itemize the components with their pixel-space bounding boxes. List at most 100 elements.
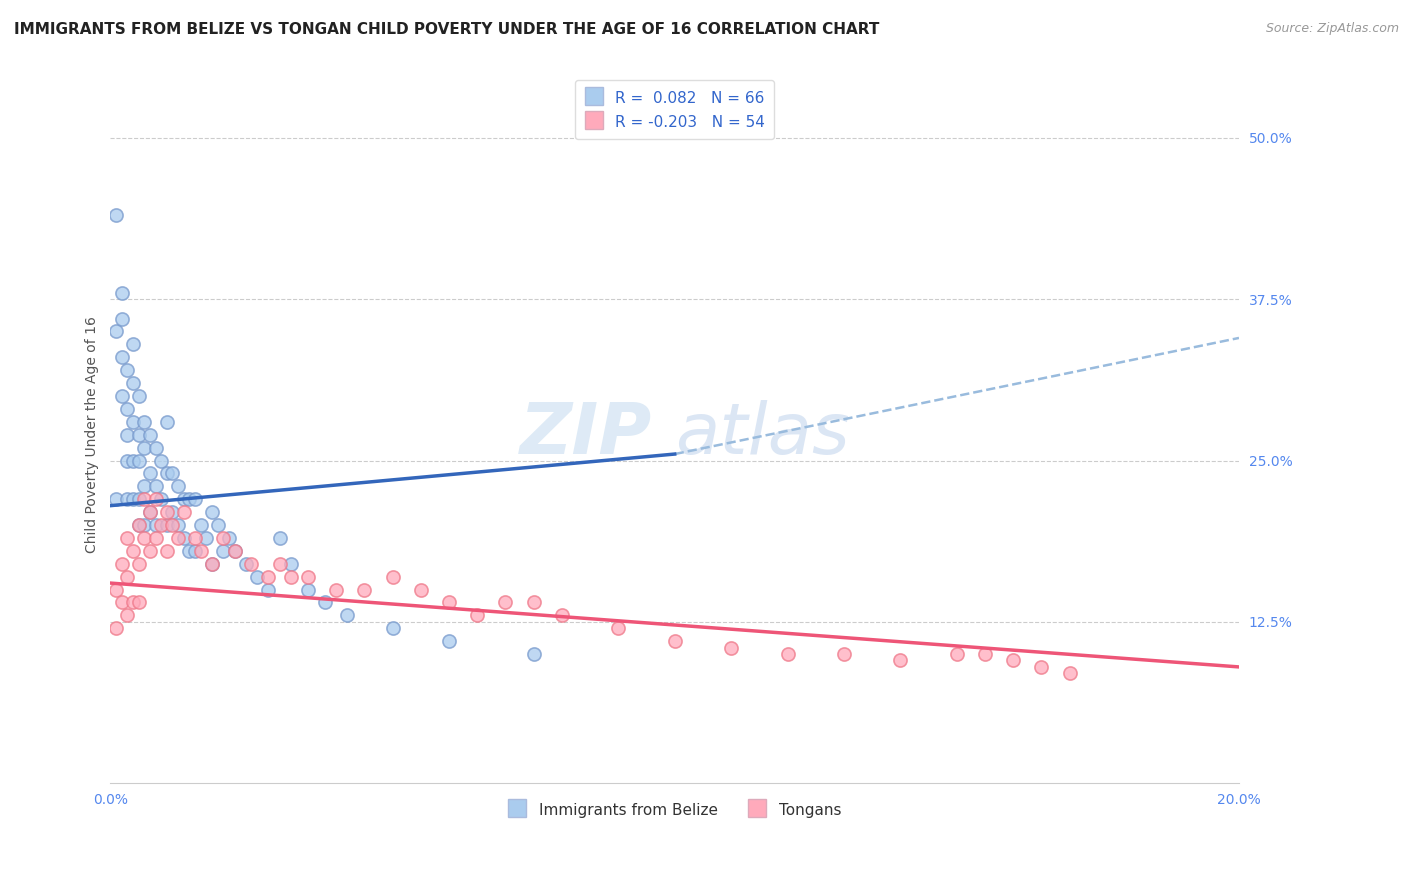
- Point: [314, 595, 336, 609]
- Point: [832, 647, 855, 661]
- Point: [280, 557, 302, 571]
- Point: [889, 653, 911, 667]
- Point: [173, 505, 195, 519]
- Point: [1059, 666, 1081, 681]
- Text: atlas: atlas: [675, 401, 849, 469]
- Point: [190, 518, 212, 533]
- Point: [111, 389, 134, 403]
- Point: [128, 492, 150, 507]
- Point: [117, 492, 139, 507]
- Point: [134, 479, 156, 493]
- Point: [111, 285, 134, 300]
- Point: [117, 569, 139, 583]
- Point: [117, 401, 139, 416]
- Point: [117, 531, 139, 545]
- Point: [551, 608, 574, 623]
- Text: IMMIGRANTS FROM BELIZE VS TONGAN CHILD POVERTY UNDER THE AGE OF 16 CORRELATION C: IMMIGRANTS FROM BELIZE VS TONGAN CHILD P…: [14, 22, 879, 37]
- Point: [111, 311, 134, 326]
- Legend: Immigrants from Belize, Tongans: Immigrants from Belize, Tongans: [502, 796, 848, 824]
- Point: [128, 453, 150, 467]
- Point: [145, 479, 167, 493]
- Point: [257, 582, 280, 597]
- Point: [128, 389, 150, 403]
- Point: [235, 557, 257, 571]
- Point: [409, 582, 432, 597]
- Point: [150, 518, 173, 533]
- Point: [173, 492, 195, 507]
- Point: [105, 492, 128, 507]
- Point: [218, 531, 240, 545]
- Point: [179, 492, 201, 507]
- Point: [156, 544, 179, 558]
- Point: [134, 531, 156, 545]
- Point: [122, 376, 145, 390]
- Point: [145, 441, 167, 455]
- Point: [128, 518, 150, 533]
- Point: [145, 531, 167, 545]
- Point: [336, 608, 359, 623]
- Point: [145, 492, 167, 507]
- Point: [523, 647, 546, 661]
- Point: [184, 544, 207, 558]
- Point: [195, 531, 218, 545]
- Point: [381, 621, 404, 635]
- Point: [128, 427, 150, 442]
- Point: [134, 415, 156, 429]
- Point: [150, 453, 173, 467]
- Point: [465, 608, 488, 623]
- Point: [173, 531, 195, 545]
- Text: Source: ZipAtlas.com: Source: ZipAtlas.com: [1265, 22, 1399, 36]
- Point: [162, 505, 184, 519]
- Text: ZIP: ZIP: [520, 401, 652, 469]
- Point: [139, 544, 162, 558]
- Point: [122, 415, 145, 429]
- Point: [111, 351, 134, 365]
- Point: [720, 640, 742, 655]
- Point: [105, 582, 128, 597]
- Point: [664, 634, 686, 648]
- Point: [122, 544, 145, 558]
- Point: [776, 647, 799, 661]
- Point: [297, 582, 319, 597]
- Point: [117, 363, 139, 377]
- Point: [257, 569, 280, 583]
- Point: [139, 427, 162, 442]
- Point: [105, 208, 128, 222]
- Point: [297, 569, 319, 583]
- Point: [122, 595, 145, 609]
- Point: [523, 595, 546, 609]
- Point: [269, 557, 291, 571]
- Point: [128, 595, 150, 609]
- Point: [201, 557, 224, 571]
- Point: [224, 544, 246, 558]
- Point: [162, 467, 184, 481]
- Point: [156, 518, 179, 533]
- Point: [134, 492, 156, 507]
- Y-axis label: Child Poverty Under the Age of 16: Child Poverty Under the Age of 16: [86, 317, 100, 553]
- Point: [224, 544, 246, 558]
- Point: [167, 479, 190, 493]
- Point: [190, 544, 212, 558]
- Point: [240, 557, 263, 571]
- Point: [117, 427, 139, 442]
- Point: [179, 544, 201, 558]
- Point: [111, 557, 134, 571]
- Point: [607, 621, 630, 635]
- Point: [212, 531, 235, 545]
- Point: [117, 453, 139, 467]
- Point: [280, 569, 302, 583]
- Point: [139, 467, 162, 481]
- Point: [128, 518, 150, 533]
- Point: [246, 569, 269, 583]
- Point: [105, 621, 128, 635]
- Point: [201, 505, 224, 519]
- Point: [134, 518, 156, 533]
- Point: [946, 647, 969, 661]
- Point: [156, 415, 179, 429]
- Point: [494, 595, 516, 609]
- Point: [122, 337, 145, 351]
- Point: [184, 531, 207, 545]
- Point: [381, 569, 404, 583]
- Point: [207, 518, 229, 533]
- Point: [184, 492, 207, 507]
